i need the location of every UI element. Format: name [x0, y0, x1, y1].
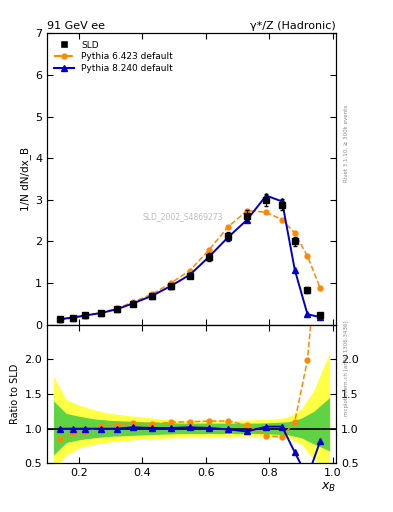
Text: γ*/Z (Hadronic): γ*/Z (Hadronic) [250, 21, 336, 31]
Y-axis label: Ratio to SLD: Ratio to SLD [10, 364, 20, 424]
Text: 91 GeV ee: 91 GeV ee [47, 21, 105, 31]
Text: mcplots.cern.ch [arXiv:1306.3436]: mcplots.cern.ch [arXiv:1306.3436] [344, 321, 349, 416]
Text: Rivet 3.1.10, ≥ 300k events: Rivet 3.1.10, ≥ 300k events [344, 105, 349, 182]
Text: SLD_2002_S4869273: SLD_2002_S4869273 [143, 212, 223, 221]
Legend: SLD, Pythia 6.423 default, Pythia 8.240 default: SLD, Pythia 6.423 default, Pythia 8.240 … [51, 38, 176, 76]
Y-axis label: 1/N dN/dx_B: 1/N dN/dx_B [20, 147, 31, 211]
X-axis label: $x_B$: $x_B$ [321, 481, 336, 495]
